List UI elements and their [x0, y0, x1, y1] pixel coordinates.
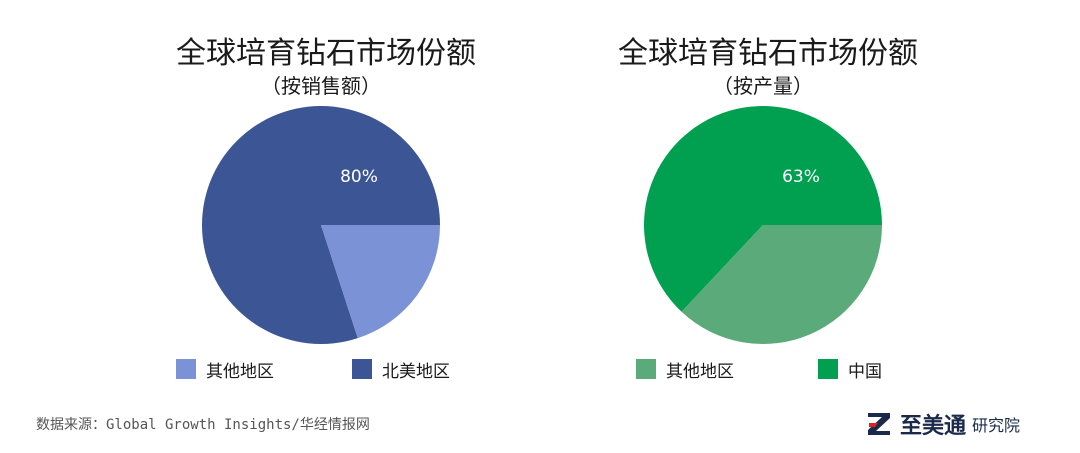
- pie-plot-production: 63%: [644, 106, 882, 345]
- legend-label: 中国: [848, 361, 882, 382]
- pie-slice-major: [202, 106, 440, 345]
- legend-swatch-other: [176, 359, 196, 379]
- legend-swatch-other: [636, 359, 656, 379]
- legend-swatch-china: [818, 359, 838, 379]
- legend-swatch-north-america: [352, 359, 372, 379]
- chart-title: 全球培育钻石市场份额: [176, 36, 476, 71]
- chart-subtitle: （按产量）: [713, 74, 813, 98]
- z-logo-icon: [868, 413, 890, 435]
- legend-item-other-region: 其他地区: [176, 358, 274, 382]
- data-source-note: 数据来源：Global Growth Insights/华经情报网: [36, 417, 370, 433]
- legend-label: 北美地区: [382, 361, 450, 382]
- brand-signature: 至美通 研究院: [866, 408, 1020, 440]
- pie-plot-sales: 80%: [202, 106, 440, 345]
- pie-slice-minor: [321, 225, 440, 339]
- legend-label: 其他地区: [206, 361, 274, 382]
- brand-name: 至美通: [900, 414, 967, 439]
- legend-item-other-region: 其他地区: [636, 358, 734, 382]
- pie-data-label: 63%: [782, 167, 820, 187]
- chart-title: 全球培育钻石市场份额: [618, 36, 918, 71]
- pie-slice-major: [644, 106, 882, 312]
- legend-item-north-america: 北美地区: [352, 358, 450, 382]
- chart-subtitle: （按销售额）: [261, 74, 381, 98]
- brand-suffix: 研究院: [972, 416, 1021, 435]
- legend-item-china: 中国: [818, 358, 882, 382]
- legend-label: 其他地区: [666, 361, 734, 382]
- pie-slice-minor: [681, 225, 882, 345]
- pie-data-label: 80%: [340, 167, 378, 187]
